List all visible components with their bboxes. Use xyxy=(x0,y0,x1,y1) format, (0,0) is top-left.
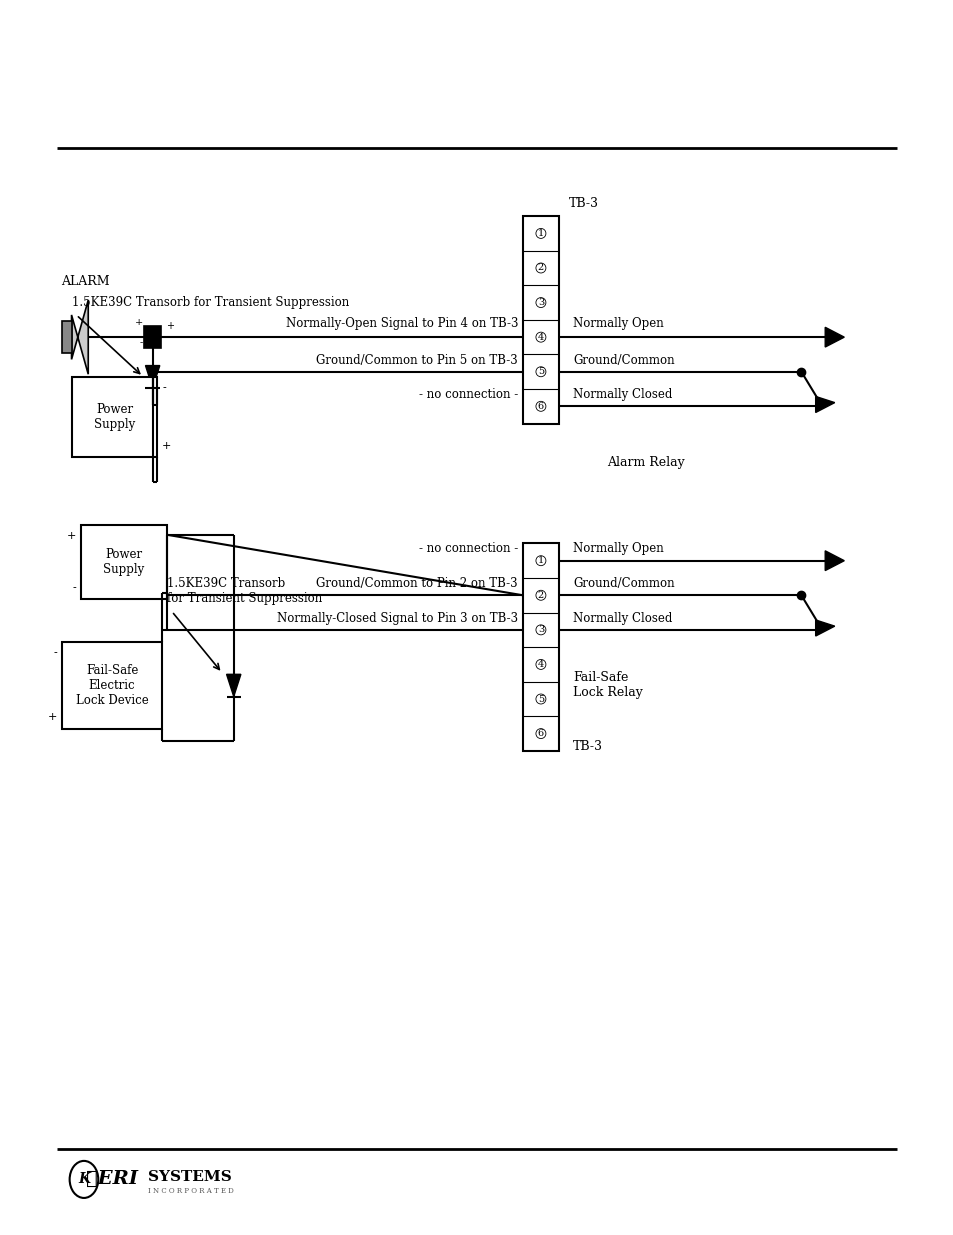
Text: 6: 6 xyxy=(537,401,543,411)
Text: TB-3: TB-3 xyxy=(573,740,602,753)
Text: Normally Open: Normally Open xyxy=(573,316,663,330)
Text: TB-3: TB-3 xyxy=(568,196,598,210)
Text: +: + xyxy=(48,713,57,722)
Text: 4: 4 xyxy=(537,659,543,669)
Polygon shape xyxy=(815,620,834,636)
Text: Normally-Closed Signal to Pin 3 on TB-3: Normally-Closed Signal to Pin 3 on TB-3 xyxy=(276,611,517,625)
Text: - no connection -: - no connection - xyxy=(418,541,517,555)
Text: 3: 3 xyxy=(537,298,543,308)
Text: 2: 2 xyxy=(537,590,543,600)
Text: Fail-Safe
Electric
Lock Device: Fail-Safe Electric Lock Device xyxy=(75,664,149,706)
Text: 3: 3 xyxy=(537,625,543,635)
Text: Normally Open: Normally Open xyxy=(573,541,663,555)
Circle shape xyxy=(70,1161,98,1198)
Bar xyxy=(71,377,157,457)
Text: -: - xyxy=(53,648,57,658)
Text: - no connection -: - no connection - xyxy=(418,388,517,401)
Polygon shape xyxy=(145,366,159,388)
Text: +: + xyxy=(134,319,143,327)
Text: +: + xyxy=(166,321,173,331)
Bar xyxy=(522,543,558,751)
Text: Normally Closed: Normally Closed xyxy=(573,388,672,401)
Text: Power
Supply: Power Supply xyxy=(103,548,145,576)
Text: Normally Closed: Normally Closed xyxy=(573,611,672,625)
Text: ALARM: ALARM xyxy=(62,274,110,288)
Text: 6: 6 xyxy=(537,729,543,739)
Text: 5: 5 xyxy=(537,694,543,704)
Text: -: - xyxy=(72,583,76,593)
Text: 1: 1 xyxy=(537,556,543,566)
Text: 1: 1 xyxy=(537,228,543,238)
Text: I N C O R P O R A T E D: I N C O R P O R A T E D xyxy=(148,1187,233,1194)
Text: Ground/Common to Pin 5 on TB-3: Ground/Common to Pin 5 on TB-3 xyxy=(316,353,517,367)
Text: Power
Supply: Power Supply xyxy=(93,403,135,431)
Polygon shape xyxy=(824,327,843,347)
Text: 5: 5 xyxy=(537,367,543,377)
Text: Ground/Common to Pin 2 on TB-3: Ground/Common to Pin 2 on TB-3 xyxy=(316,577,517,590)
Text: 4: 4 xyxy=(537,332,543,342)
Polygon shape xyxy=(824,551,843,571)
Polygon shape xyxy=(71,300,89,374)
Text: -: - xyxy=(162,383,166,393)
Text: Fail-Safe
Lock Relay: Fail-Safe Lock Relay xyxy=(573,671,642,699)
Text: Ground/Common: Ground/Common xyxy=(573,577,675,590)
Bar xyxy=(81,525,167,599)
Bar xyxy=(62,321,71,353)
Text: K: K xyxy=(78,1172,90,1187)
Bar xyxy=(522,216,558,424)
Text: 1.5KE39C Transorb for Transient Suppression: 1.5KE39C Transorb for Transient Suppress… xyxy=(71,295,349,309)
Polygon shape xyxy=(815,396,834,412)
Text: -: - xyxy=(140,338,143,347)
Bar xyxy=(144,326,161,348)
Text: Alarm Relay: Alarm Relay xyxy=(606,456,683,469)
Text: SYSTEMS: SYSTEMS xyxy=(148,1170,232,1184)
Text: Ground/Common: Ground/Common xyxy=(573,353,675,367)
Bar xyxy=(62,642,162,729)
Text: 1.5KE39C Transorb
for Transient Suppression: 1.5KE39C Transorb for Transient Suppress… xyxy=(167,577,322,605)
Text: Normally-Open Signal to Pin 4 on TB-3: Normally-Open Signal to Pin 4 on TB-3 xyxy=(285,316,517,330)
Text: +: + xyxy=(162,441,172,451)
Text: +: + xyxy=(67,531,76,541)
Text: 2: 2 xyxy=(537,263,543,273)
Polygon shape xyxy=(226,674,240,697)
Text: ⓀERI: ⓀERI xyxy=(86,1171,138,1188)
